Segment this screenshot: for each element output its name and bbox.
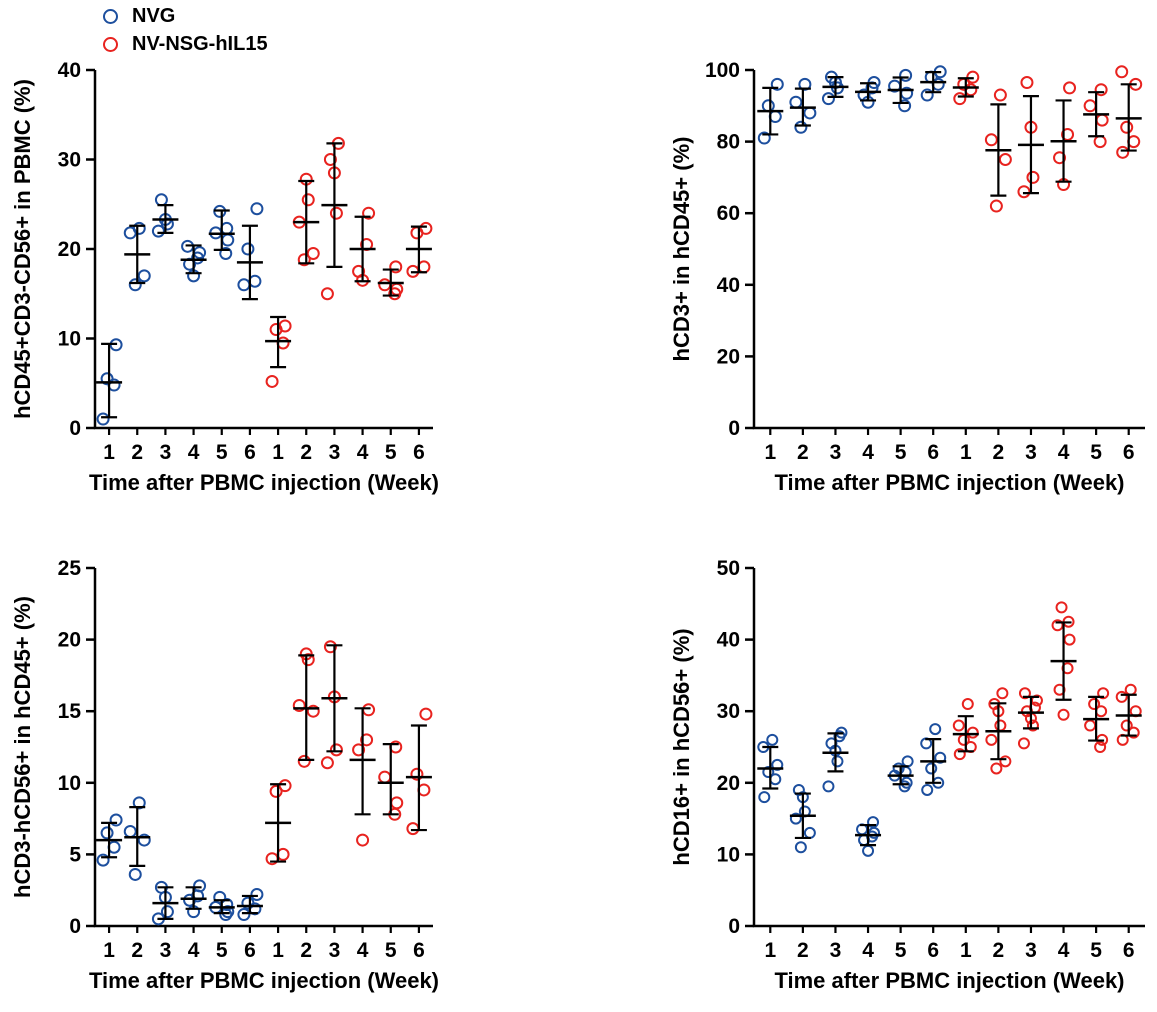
svg-text:6: 6	[927, 939, 939, 962]
svg-text:30: 30	[717, 700, 740, 723]
svg-text:4: 4	[188, 939, 200, 962]
svg-text:4: 4	[862, 441, 874, 464]
svg-text:1: 1	[103, 939, 115, 962]
svg-text:2: 2	[131, 441, 143, 464]
svg-text:5: 5	[216, 939, 228, 962]
svg-text:2: 2	[797, 939, 809, 962]
svg-text:5: 5	[1090, 939, 1102, 962]
legend-item-nv-nsg-hil15: NV-NSG-hIL15	[103, 30, 268, 58]
svg-text:15: 15	[58, 700, 82, 723]
svg-text:Time after PBMC injection (Wee: Time after PBMC injection (Week)	[89, 968, 439, 993]
legend-label-nv-nsg-hil15: NV-NSG-hIL15	[132, 33, 268, 55]
nv-nsg-hil15-circle-icon	[103, 36, 118, 52]
svg-text:2: 2	[300, 939, 312, 962]
svg-text:1: 1	[764, 441, 776, 464]
svg-text:5: 5	[216, 441, 228, 464]
svg-text:10: 10	[717, 843, 740, 866]
svg-text:3: 3	[329, 939, 341, 962]
svg-text:10: 10	[58, 772, 81, 795]
svg-text:0: 0	[728, 915, 740, 938]
svg-text:1: 1	[272, 939, 284, 962]
svg-text:4: 4	[1058, 939, 1070, 962]
svg-text:Time after PBMC injection (Wee: Time after PBMC injection (Week)	[774, 470, 1124, 495]
svg-text:3: 3	[830, 939, 842, 962]
svg-text:3: 3	[160, 939, 172, 962]
svg-text:hCD3+ in hCD45+ (%): hCD3+ in hCD45+ (%)	[669, 137, 694, 362]
svg-text:1: 1	[960, 441, 972, 464]
svg-text:3: 3	[1025, 939, 1037, 962]
svg-text:50: 50	[717, 557, 740, 580]
svg-text:2: 2	[131, 939, 143, 962]
svg-text:80: 80	[717, 131, 740, 154]
svg-text:1: 1	[764, 939, 776, 962]
svg-text:Time after PBMC injection (Wee: Time after PBMC injection (Week)	[774, 968, 1124, 993]
svg-text:20: 20	[58, 238, 81, 261]
svg-text:hCD16+ in hCD56+ (%): hCD16+ in hCD56+ (%)	[669, 628, 694, 865]
svg-text:hCD45+CD3-CD56+ in PBMC (%): hCD45+CD3-CD56+ in PBMC (%)	[10, 79, 35, 419]
svg-text:2: 2	[993, 939, 1005, 962]
svg-text:5: 5	[1090, 441, 1102, 464]
svg-text:5: 5	[385, 939, 397, 962]
svg-text:3: 3	[160, 441, 172, 464]
svg-text:40: 40	[58, 59, 81, 82]
svg-text:Time after PBMC injection (Wee: Time after PBMC injection (Week)	[89, 470, 439, 495]
svg-text:5: 5	[385, 441, 397, 464]
svg-text:20: 20	[717, 772, 740, 795]
svg-text:2: 2	[993, 441, 1005, 464]
svg-text:5: 5	[69, 843, 81, 866]
svg-text:6: 6	[244, 441, 256, 464]
svg-text:4: 4	[357, 441, 369, 464]
svg-text:4: 4	[188, 441, 200, 464]
svg-text:6: 6	[1123, 441, 1135, 464]
svg-text:6: 6	[1123, 939, 1135, 962]
svg-text:25: 25	[58, 557, 82, 580]
svg-text:hCD3-hCD56+ in hCD45+ (%): hCD3-hCD56+ in hCD45+ (%)	[10, 596, 35, 898]
svg-text:4: 4	[1058, 441, 1070, 464]
svg-text:4: 4	[357, 939, 369, 962]
svg-text:60: 60	[717, 202, 740, 225]
nvg-circle-icon	[103, 8, 118, 24]
svg-text:6: 6	[413, 939, 425, 962]
svg-text:10: 10	[58, 328, 81, 351]
svg-text:0: 0	[69, 915, 81, 938]
legend-label-nvg: NVG	[132, 5, 176, 27]
svg-text:6: 6	[927, 441, 939, 464]
svg-text:2: 2	[797, 441, 809, 464]
svg-text:4: 4	[862, 939, 874, 962]
svg-text:40: 40	[717, 274, 740, 297]
svg-text:1: 1	[272, 441, 284, 464]
svg-text:20: 20	[717, 345, 740, 368]
svg-text:1: 1	[103, 441, 115, 464]
svg-text:6: 6	[413, 441, 425, 464]
svg-text:1: 1	[960, 939, 972, 962]
svg-text:3: 3	[830, 441, 842, 464]
svg-text:100: 100	[705, 59, 740, 82]
svg-text:5: 5	[895, 441, 907, 464]
svg-text:2: 2	[300, 441, 312, 464]
svg-text:3: 3	[329, 441, 341, 464]
svg-text:30: 30	[58, 149, 81, 172]
svg-text:0: 0	[728, 417, 740, 440]
legend: NVG NV-NSG-hIL15	[103, 2, 268, 58]
svg-text:3: 3	[1025, 441, 1037, 464]
svg-text:40: 40	[717, 629, 740, 652]
svg-text:0: 0	[69, 417, 81, 440]
svg-text:20: 20	[58, 629, 81, 652]
svg-text:5: 5	[895, 939, 907, 962]
svg-text:6: 6	[244, 939, 256, 962]
legend-item-nvg: NVG	[103, 2, 268, 30]
